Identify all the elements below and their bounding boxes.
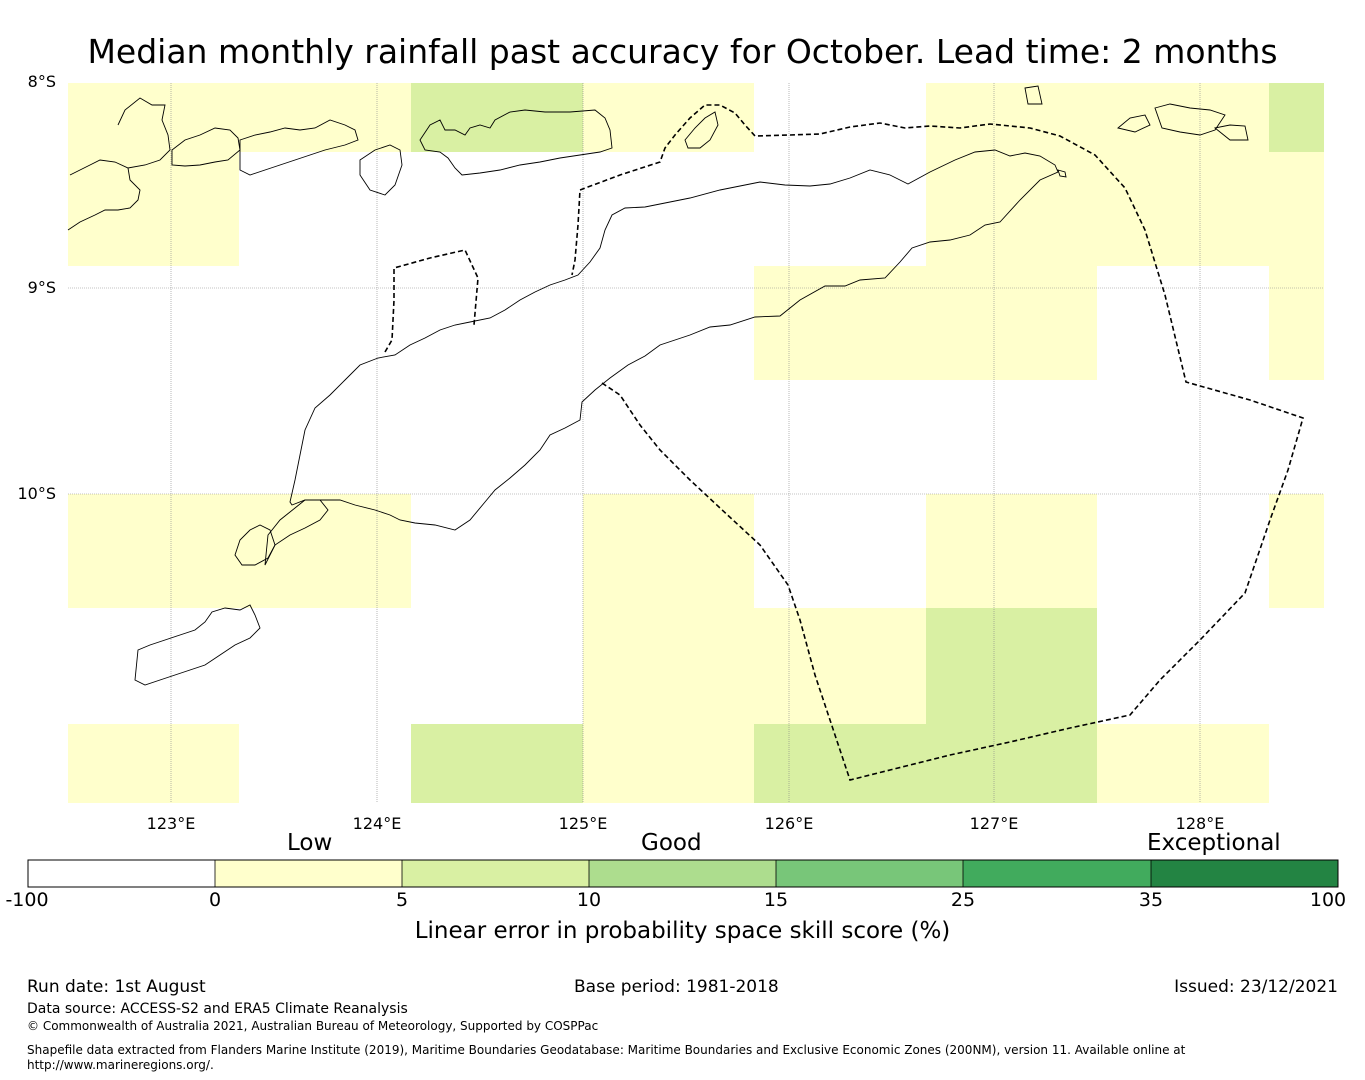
rote-island — [134, 604, 261, 686]
lon-label: 123°E — [146, 814, 196, 833]
lon-label: 124°E — [352, 814, 402, 833]
run-date: Run date: 1st August — [27, 977, 206, 997]
lon-label: 126°E — [764, 814, 814, 833]
kisar-island — [1024, 85, 1043, 105]
lon-label: 128°E — [1175, 814, 1225, 833]
grid-cell — [926, 608, 1097, 724]
colorbar-tick: 15 — [763, 889, 789, 911]
wetar-island — [419, 109, 613, 176]
colorbar-segment — [963, 860, 1151, 887]
colorbar-tick: 25 — [950, 889, 976, 911]
grid-cell — [1269, 266, 1324, 380]
grid-cell — [1269, 83, 1324, 152]
lon-label: 125°E — [558, 814, 608, 833]
colorbar-tick: 5 — [395, 889, 409, 911]
moa-island — [1117, 114, 1151, 133]
lakor-island — [1213, 124, 1249, 141]
issued-date: Issued: 23/12/2021 — [1174, 977, 1338, 997]
map-title: Median monthly rainfall past accuracy fo… — [87, 32, 1278, 71]
colorbar-segment — [28, 860, 215, 887]
grid-cell — [926, 494, 1097, 608]
lon-label: 127°E — [969, 814, 1019, 833]
colorbar-segment — [402, 860, 589, 887]
grid-cell — [68, 83, 239, 152]
grid-cell — [583, 83, 754, 152]
alor-island — [69, 97, 171, 176]
colorbar-label: Linear error in probability space skill … — [414, 918, 951, 944]
colorbar-tick: 10 — [576, 889, 602, 911]
colorbar-outline — [27, 859, 1339, 888]
colorbar-segment — [589, 860, 776, 887]
colorbar-tick: 0 — [208, 889, 222, 911]
small-island — [684, 111, 719, 149]
colorbar-segment — [1151, 860, 1338, 887]
grid-cell — [411, 83, 583, 152]
grid-cell — [1097, 724, 1269, 803]
grid-cell — [583, 608, 926, 724]
timor-island — [289, 149, 1059, 531]
grid-cell — [926, 152, 1324, 266]
gridlines — [68, 83, 1324, 803]
coastlines — [67, 85, 1249, 686]
colorbar-segment — [215, 860, 402, 887]
copyright: © Commonwealth of Australia 2021, Austra… — [27, 1019, 599, 1033]
semau-island — [234, 524, 276, 566]
lat-label: 10°S — [17, 484, 56, 503]
grid-cell — [583, 724, 754, 803]
jaco-island — [1057, 169, 1067, 178]
atauro-coast — [359, 144, 403, 196]
grid-cell — [239, 83, 411, 152]
category-low: Low — [287, 830, 333, 856]
colorbar-tick: 35 — [1138, 889, 1164, 911]
grid-cell — [68, 494, 411, 608]
flores-island — [67, 167, 141, 231]
grid-cell — [754, 724, 1097, 803]
grid-cell — [583, 494, 754, 608]
grid-cell — [68, 724, 239, 803]
grid-cell — [411, 724, 583, 803]
data-source: Data source: ACCESS-S2 and ERA5 Climate … — [27, 1001, 408, 1017]
lat-label: 9°S — [27, 278, 56, 297]
base-period: Base period: 1981-2018 — [574, 977, 779, 997]
pantar-island — [239, 119, 359, 176]
colorbar — [27, 859, 1339, 888]
grid-cell — [754, 266, 1097, 380]
eez-boundary — [384, 104, 1304, 781]
grid-cell — [926, 83, 1269, 152]
colorbar-segment — [776, 860, 963, 887]
category-good: Good — [641, 830, 702, 856]
skill-grid — [68, 83, 1324, 803]
lat-label: 8°S — [27, 72, 56, 91]
grid-cell — [1269, 494, 1324, 608]
shapefile-url: http://www.marineregions.org/. — [27, 1058, 214, 1072]
category-exceptional: Exceptional — [1147, 830, 1281, 856]
colorbar-tick: -100 — [5, 889, 49, 911]
southwest-coast — [264, 499, 329, 566]
grid-cell — [68, 152, 239, 266]
shapefile-credit: Shapefile data extracted from Flanders M… — [27, 1043, 1186, 1057]
colorbar-tick: 100 — [1309, 889, 1347, 911]
leti-island — [1154, 103, 1226, 136]
